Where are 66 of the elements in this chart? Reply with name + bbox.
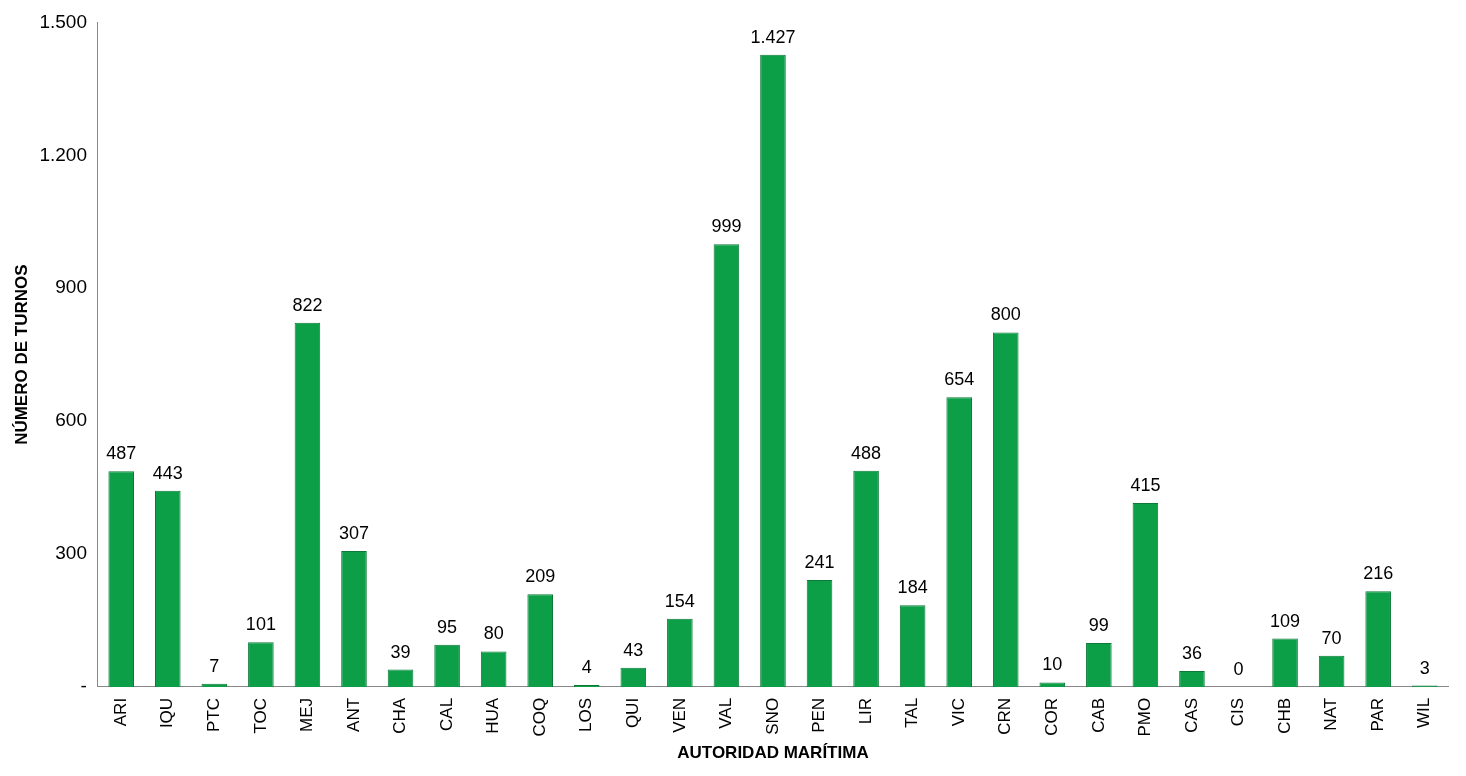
- y-tick-label: 900: [55, 276, 87, 298]
- data-label: 488: [851, 442, 882, 463]
- y-tick-label: 600: [55, 409, 87, 431]
- x-tick-label: VAL: [716, 697, 736, 729]
- data-label: 43: [623, 639, 644, 660]
- y-tick-label: -: [80, 675, 87, 697]
- x-tick-label: VEN: [669, 697, 689, 733]
- data-label: 654: [944, 369, 975, 390]
- data-label: 1.427: [750, 26, 796, 47]
- x-tick-label: PMO: [1135, 697, 1155, 737]
- x-tick-label: CIS: [1228, 697, 1248, 727]
- x-tick-label: WIL: [1414, 697, 1434, 729]
- data-label: 95: [437, 616, 458, 637]
- x-tick-label: CRN: [995, 697, 1015, 735]
- data-label: 101: [245, 614, 276, 635]
- x-tick-label: MEJ: [297, 697, 317, 732]
- x-tick-label: TAL: [902, 697, 922, 728]
- y-tick-label: 300: [55, 542, 87, 564]
- x-tick-label: NAT: [1321, 697, 1341, 731]
- data-label: 415: [1130, 475, 1161, 496]
- data-label: 70: [1321, 627, 1342, 648]
- data-label: 0: [1233, 658, 1244, 679]
- y-axis-title: NÚMERO DE TURNOS: [11, 264, 31, 445]
- x-tick-label: PTC: [204, 697, 224, 732]
- data-label: 487: [106, 443, 137, 464]
- x-tick-label: SNO: [762, 697, 782, 735]
- x-tick-label: CAL: [436, 697, 456, 731]
- data-label: 109: [1270, 610, 1301, 631]
- x-tick-label: CHB: [1274, 697, 1294, 734]
- x-tick-label: CAB: [1088, 697, 1108, 733]
- data-label: 154: [664, 590, 695, 611]
- data-label: 999: [711, 216, 742, 237]
- x-tick-label: LIR: [855, 697, 875, 725]
- data-label: 7: [209, 655, 220, 676]
- x-tick-label: COR: [1041, 697, 1061, 736]
- x-tick-label: CHA: [390, 697, 410, 734]
- data-label: 241: [804, 552, 835, 573]
- data-label: 10: [1042, 654, 1063, 675]
- x-tick-label: IQU: [157, 697, 177, 729]
- data-label: 4: [581, 657, 592, 678]
- data-label: 800: [990, 304, 1021, 325]
- data-label: 39: [390, 641, 411, 662]
- data-label: 209: [525, 566, 556, 587]
- data-label: 36: [1181, 642, 1202, 663]
- data-label: 99: [1088, 614, 1109, 635]
- x-tick-label: COQ: [529, 697, 549, 737]
- x-tick-label: HUA: [483, 697, 503, 734]
- y-tick-label: 1.200: [39, 143, 87, 165]
- x-tick-label: CAS: [1181, 697, 1201, 733]
- y-tick-label: 1.500: [39, 10, 87, 32]
- data-label: 822: [292, 294, 323, 315]
- x-tick-label: TOC: [250, 697, 270, 734]
- x-tick-label: VIC: [948, 697, 968, 727]
- data-label: 307: [338, 522, 370, 543]
- data-label: 3: [1419, 657, 1430, 678]
- x-tick-label: LOS: [576, 697, 596, 732]
- x-tick-label: PAR: [1367, 697, 1387, 732]
- data-label: 184: [897, 577, 928, 598]
- data-label: 80: [483, 623, 504, 644]
- x-tick-label: ARI: [110, 697, 130, 727]
- data-label: 216: [1363, 563, 1394, 584]
- x-axis-title: AUTORIDAD MARÍTIMA: [677, 743, 869, 763]
- x-tick-label: ANT: [343, 697, 363, 732]
- data-label: 443: [152, 462, 183, 483]
- x-tick-label: QUI: [623, 697, 642, 729]
- x-tick-label: PEN: [809, 697, 829, 733]
